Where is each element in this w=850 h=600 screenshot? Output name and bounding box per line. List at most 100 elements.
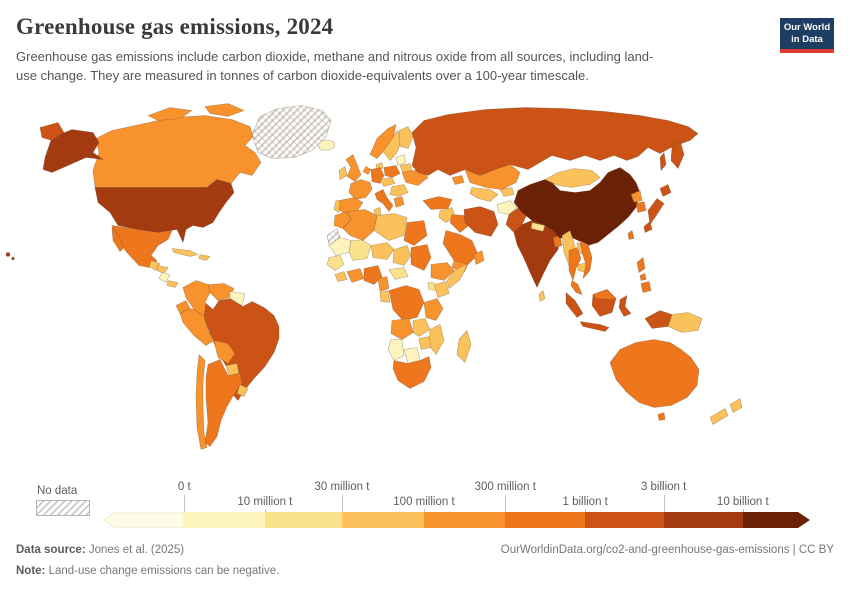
country-greenland[interactable] bbox=[251, 105, 332, 159]
country-panama[interactable] bbox=[166, 280, 179, 288]
country-baltics[interactable] bbox=[395, 154, 407, 166]
country-guatemala[interactable] bbox=[148, 260, 161, 271]
country-uganda[interactable] bbox=[427, 282, 437, 291]
country-somalia[interactable] bbox=[446, 263, 469, 289]
country-philippines-visayas[interactable] bbox=[639, 273, 647, 281]
country-nepal[interactable] bbox=[530, 222, 546, 232]
country-russia-kamchatka[interactable] bbox=[670, 140, 685, 169]
country-canada-arctic-2[interactable] bbox=[204, 103, 245, 117]
legend-seg-2[interactable] bbox=[265, 512, 342, 528]
country-cuba[interactable] bbox=[171, 248, 199, 257]
country-peru[interactable] bbox=[179, 308, 215, 346]
country-argentina[interactable] bbox=[204, 359, 243, 447]
country-new-zealand-north[interactable] bbox=[729, 398, 743, 413]
country-japan-honshu[interactable] bbox=[647, 198, 665, 225]
country-mexico-baja[interactable] bbox=[111, 227, 125, 252]
country-sudan[interactable] bbox=[410, 244, 432, 271]
country-canada-arctic-1[interactable] bbox=[147, 107, 193, 121]
country-paraguay[interactable] bbox=[225, 363, 240, 376]
country-honduras[interactable] bbox=[156, 265, 169, 274]
country-ethiopia[interactable] bbox=[430, 262, 455, 281]
country-portugal[interactable] bbox=[333, 200, 341, 213]
country-congo[interactable] bbox=[379, 290, 391, 303]
country-kazakhstan[interactable] bbox=[464, 164, 521, 190]
country-niger[interactable] bbox=[370, 242, 395, 260]
country-russia[interactable] bbox=[411, 107, 699, 176]
legend-seg-below-0[interactable] bbox=[103, 512, 185, 528]
country-japan-hokkaido[interactable] bbox=[659, 184, 672, 197]
country-car[interactable] bbox=[388, 267, 409, 280]
country-central-europe[interactable] bbox=[379, 177, 396, 187]
country-uruguay[interactable] bbox=[236, 384, 249, 397]
country-canada[interactable] bbox=[92, 115, 262, 188]
legend-seg-5[interactable] bbox=[505, 512, 585, 528]
country-nigeria[interactable] bbox=[363, 265, 383, 285]
legend-seg-above-10b[interactable] bbox=[743, 512, 810, 528]
country-central-asia[interactable] bbox=[469, 187, 499, 202]
country-mexico[interactable] bbox=[111, 225, 173, 268]
country-nicaragua[interactable] bbox=[158, 272, 171, 283]
country-russia-sakhalin[interactable] bbox=[659, 152, 667, 171]
country-india[interactable] bbox=[513, 220, 561, 288]
country-indonesia-sumatra[interactable] bbox=[565, 292, 584, 318]
country-papua-new-guinea[interactable] bbox=[667, 312, 703, 333]
country-cameroon[interactable] bbox=[377, 276, 390, 292]
country-bolivia[interactable] bbox=[213, 340, 236, 364]
country-russia-wrap[interactable] bbox=[39, 122, 65, 141]
country-australia[interactable] bbox=[609, 339, 700, 408]
country-egypt[interactable] bbox=[403, 220, 428, 246]
country-usa[interactable] bbox=[94, 179, 235, 243]
country-new-zealand-south[interactable] bbox=[709, 408, 729, 425]
country-france[interactable] bbox=[348, 179, 373, 200]
country-mozambique[interactable] bbox=[428, 324, 445, 355]
country-poland[interactable] bbox=[383, 165, 401, 178]
country-south-korea[interactable] bbox=[635, 201, 647, 213]
country-denmark[interactable] bbox=[375, 162, 384, 170]
country-caucasus[interactable] bbox=[451, 175, 465, 185]
country-mongolia[interactable] bbox=[544, 168, 601, 188]
country-malaysia-borneo[interactable] bbox=[592, 289, 617, 300]
legend-seg-1[interactable] bbox=[184, 512, 265, 528]
country-chile[interactable] bbox=[195, 354, 208, 450]
country-south-africa[interactable] bbox=[392, 356, 432, 389]
country-japan-kyushu[interactable] bbox=[643, 221, 653, 233]
country-zimbabwe[interactable] bbox=[418, 336, 432, 350]
country-chad[interactable] bbox=[392, 245, 412, 266]
country-libya[interactable] bbox=[373, 213, 408, 241]
legend-seg-6[interactable] bbox=[585, 512, 664, 528]
country-central-asia-2[interactable] bbox=[499, 187, 515, 197]
country-iran[interactable] bbox=[463, 206, 499, 237]
country-afghanistan[interactable] bbox=[496, 200, 518, 215]
country-sri-lanka[interactable] bbox=[538, 290, 546, 302]
country-philippines-mindanao[interactable] bbox=[640, 281, 652, 293]
country-mali[interactable] bbox=[348, 240, 372, 261]
country-angola[interactable] bbox=[390, 318, 414, 340]
country-philippines-luzon[interactable] bbox=[636, 257, 646, 273]
country-saudi-arabia[interactable] bbox=[442, 230, 479, 265]
country-bangladesh[interactable] bbox=[552, 235, 563, 248]
country-ireland[interactable] bbox=[338, 166, 348, 180]
country-greece[interactable] bbox=[393, 196, 405, 208]
country-namibia[interactable] bbox=[387, 339, 405, 361]
country-vietnam[interactable] bbox=[579, 240, 593, 279]
country-indonesia-java[interactable] bbox=[579, 321, 610, 332]
country-benelux[interactable] bbox=[362, 166, 372, 175]
legend-seg-4[interactable] bbox=[424, 512, 505, 528]
owid-url-link[interactable]: OurWorldinData.org/co2-and-greenhouse-ga… bbox=[500, 544, 834, 556]
country-iceland[interactable] bbox=[317, 139, 336, 151]
country-north-korea[interactable] bbox=[630, 190, 643, 203]
country-uk[interactable] bbox=[345, 154, 362, 182]
country-balkans[interactable] bbox=[389, 184, 409, 197]
country-venezuela[interactable] bbox=[207, 283, 235, 301]
country-norway[interactable] bbox=[369, 124, 397, 159]
country-tunisia[interactable] bbox=[373, 207, 382, 216]
no-data-swatch[interactable] bbox=[36, 500, 90, 516]
legend-seg-7[interactable] bbox=[664, 512, 743, 528]
country-indonesia-sulawesi[interactable] bbox=[618, 295, 632, 317]
country-italy[interactable] bbox=[374, 189, 394, 212]
country-thailand[interactable] bbox=[568, 247, 582, 281]
country-algeria[interactable] bbox=[342, 209, 378, 241]
legend-color-bar[interactable] bbox=[103, 512, 810, 528]
country-oman[interactable] bbox=[473, 250, 485, 265]
country-belarus[interactable] bbox=[399, 163, 413, 173]
